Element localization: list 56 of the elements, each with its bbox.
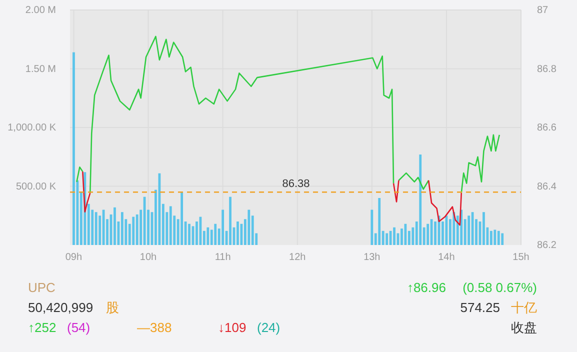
text: (0.58 0.67%) xyxy=(462,280,537,295)
bar xyxy=(214,224,217,245)
bar xyxy=(206,227,210,245)
bar xyxy=(419,154,422,245)
y-tick-label: 1.50 M xyxy=(25,64,56,75)
x-tick-label: 12h xyxy=(289,252,306,263)
text: ↓109 xyxy=(218,320,246,335)
bar xyxy=(494,230,496,245)
bar xyxy=(490,230,492,245)
bar xyxy=(248,210,250,245)
bar xyxy=(229,196,232,245)
text: UPC xyxy=(28,280,56,295)
bar xyxy=(188,224,190,245)
bar xyxy=(169,206,172,245)
y2-tick-label: 86.6 xyxy=(537,122,557,134)
text: (54) xyxy=(67,320,90,335)
bar xyxy=(370,210,374,245)
text: 574.25 xyxy=(460,300,500,315)
bar xyxy=(501,233,504,245)
x-tick-label: 11h xyxy=(214,252,231,263)
bar xyxy=(72,52,75,245)
x-tick-label: 14h xyxy=(438,252,455,263)
y2-tick-label: 86.2 xyxy=(537,240,557,251)
text: 50,420,999 xyxy=(28,300,94,315)
y-tick-label: 1,000.00 K xyxy=(8,122,56,134)
bar xyxy=(482,212,485,245)
x-tick-label: 10h xyxy=(140,252,157,263)
y2-tick-label: 86.4 xyxy=(537,181,557,192)
text: —388 xyxy=(137,320,172,335)
text: 十亿 xyxy=(511,300,537,315)
x-tick-label: 09h xyxy=(65,252,82,263)
bar xyxy=(468,216,470,245)
x-tick-label: 13h xyxy=(364,252,380,263)
bar xyxy=(497,230,500,245)
text: 收盘 xyxy=(511,320,537,335)
bar xyxy=(393,227,396,245)
bar xyxy=(136,214,138,245)
y-tick-label: 2.00 M xyxy=(25,5,56,16)
bar xyxy=(180,192,184,245)
y2-tick-label: 87 xyxy=(537,5,549,16)
x-tick-label: 15h xyxy=(512,252,530,263)
bar xyxy=(236,222,239,245)
bar xyxy=(386,233,388,245)
text: (24) xyxy=(257,320,280,335)
text: 股 xyxy=(106,300,119,315)
y-tick-label: 500.00 K xyxy=(16,181,56,192)
bar xyxy=(120,212,124,245)
bar xyxy=(94,212,98,245)
text: ↑252 xyxy=(28,320,56,335)
bar xyxy=(132,216,135,245)
text: ↑86.96 xyxy=(406,280,446,295)
bar xyxy=(222,210,224,245)
bar xyxy=(378,198,381,245)
ref-line-label: 86.38 xyxy=(282,178,310,190)
bar xyxy=(114,207,116,245)
y2-tick-label: 86.8 xyxy=(537,64,557,75)
